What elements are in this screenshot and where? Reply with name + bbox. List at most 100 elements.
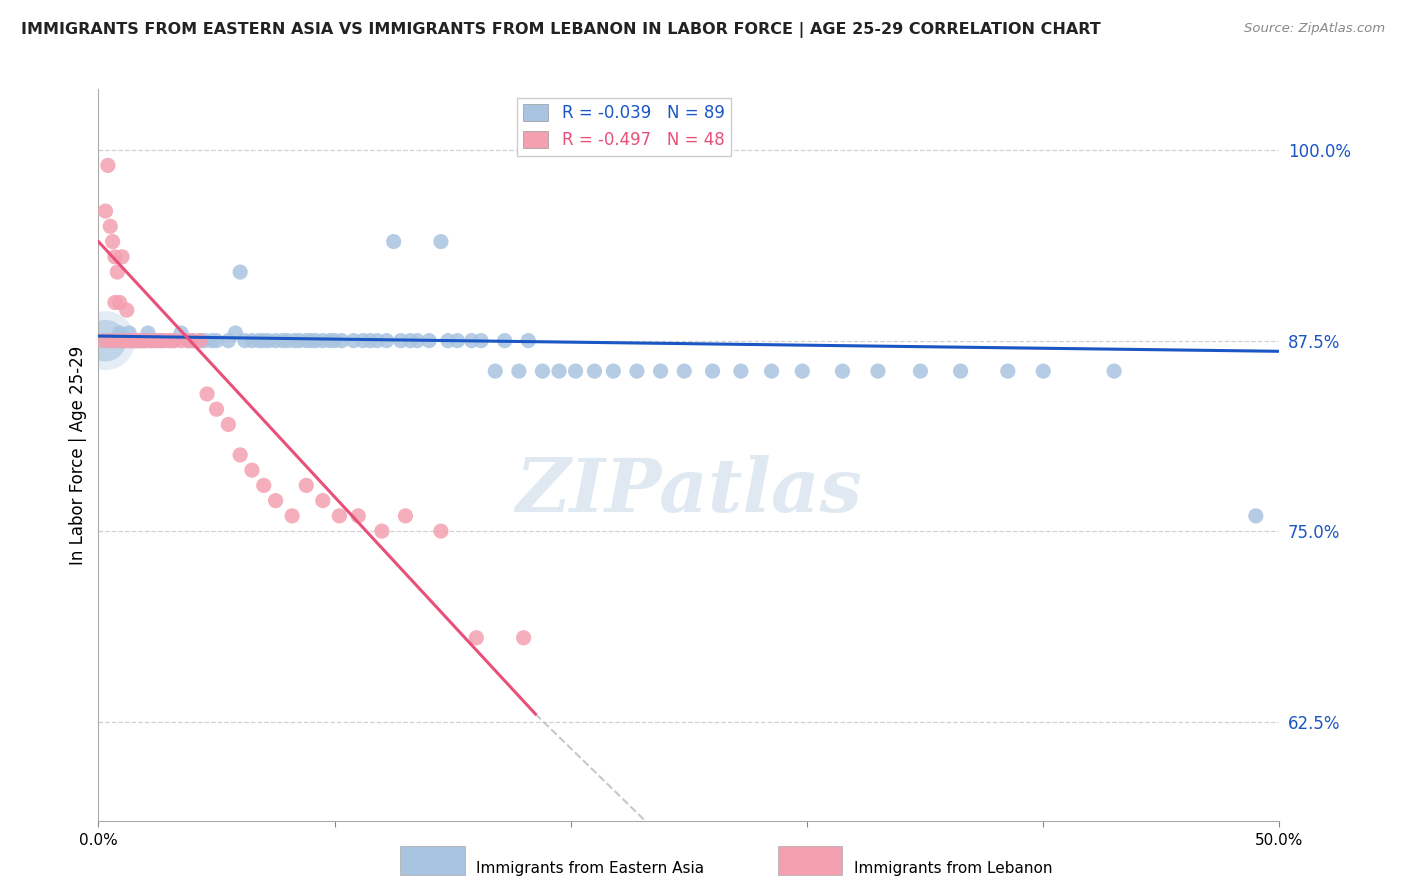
Point bbox=[104, 295, 127, 310]
Point bbox=[121, 334, 143, 348]
Point bbox=[157, 334, 180, 348]
Point bbox=[583, 364, 606, 378]
Point bbox=[512, 631, 534, 645]
Point bbox=[305, 334, 328, 348]
Point bbox=[105, 334, 128, 348]
Point bbox=[112, 334, 135, 348]
Point bbox=[115, 303, 138, 318]
Point bbox=[465, 631, 488, 645]
Point bbox=[129, 334, 152, 348]
Point bbox=[253, 334, 276, 348]
Point bbox=[366, 334, 388, 348]
Point bbox=[312, 493, 335, 508]
Point bbox=[121, 334, 143, 348]
Point bbox=[181, 334, 204, 348]
Point bbox=[105, 265, 128, 279]
Point bbox=[139, 334, 162, 348]
Point bbox=[205, 402, 228, 417]
Point bbox=[240, 334, 263, 348]
Point bbox=[229, 265, 252, 279]
Point bbox=[281, 508, 304, 523]
Point bbox=[132, 334, 155, 348]
Point bbox=[135, 334, 157, 348]
Point bbox=[181, 334, 204, 348]
Point bbox=[233, 334, 256, 348]
Point bbox=[602, 364, 624, 378]
Point bbox=[330, 334, 353, 348]
Point bbox=[257, 334, 280, 348]
Point bbox=[508, 364, 530, 378]
Point bbox=[312, 334, 335, 348]
Point bbox=[205, 334, 228, 348]
Point bbox=[831, 364, 853, 378]
Point bbox=[247, 334, 270, 348]
Point bbox=[170, 326, 193, 340]
Point bbox=[997, 364, 1019, 378]
Legend: R = -0.039   N = 89, R = -0.497   N = 48: R = -0.039 N = 89, R = -0.497 N = 48 bbox=[517, 97, 731, 155]
Point bbox=[548, 364, 571, 378]
Point bbox=[342, 334, 364, 348]
Point bbox=[229, 448, 252, 462]
Point bbox=[517, 334, 540, 348]
Point bbox=[949, 364, 972, 378]
Point bbox=[188, 334, 211, 348]
Point bbox=[347, 508, 370, 523]
Point bbox=[626, 364, 648, 378]
Point bbox=[283, 334, 305, 348]
Point bbox=[1032, 364, 1054, 378]
Point bbox=[531, 364, 554, 378]
Point bbox=[170, 334, 193, 348]
Point bbox=[122, 334, 145, 348]
Point bbox=[188, 334, 211, 348]
Point bbox=[240, 463, 263, 477]
Point bbox=[673, 364, 696, 378]
Point bbox=[111, 334, 134, 348]
Point bbox=[323, 334, 346, 348]
Point bbox=[163, 334, 186, 348]
Point bbox=[406, 334, 429, 348]
Point bbox=[866, 364, 889, 378]
Y-axis label: In Labor Force | Age 25-29: In Labor Force | Age 25-29 bbox=[69, 345, 87, 565]
Point bbox=[437, 334, 460, 348]
Point bbox=[352, 334, 374, 348]
Point bbox=[264, 334, 287, 348]
Point bbox=[111, 334, 134, 348]
FancyBboxPatch shape bbox=[778, 847, 842, 876]
Point bbox=[118, 326, 141, 340]
Point bbox=[253, 478, 276, 492]
Point bbox=[446, 334, 468, 348]
Point bbox=[276, 334, 298, 348]
Point bbox=[910, 364, 932, 378]
Point bbox=[224, 326, 246, 340]
Text: Source: ZipAtlas.com: Source: ZipAtlas.com bbox=[1244, 22, 1385, 36]
Point bbox=[430, 235, 453, 249]
Point bbox=[108, 295, 131, 310]
Point bbox=[115, 334, 138, 348]
Point bbox=[177, 334, 200, 348]
Point bbox=[375, 334, 398, 348]
FancyBboxPatch shape bbox=[399, 847, 464, 876]
Point bbox=[94, 334, 117, 348]
Point bbox=[135, 334, 157, 348]
Point bbox=[125, 334, 148, 348]
Point bbox=[295, 334, 318, 348]
Point bbox=[194, 334, 217, 348]
Point bbox=[359, 334, 381, 348]
Point bbox=[98, 334, 121, 348]
Point bbox=[217, 417, 239, 432]
Point bbox=[418, 334, 440, 348]
Point bbox=[430, 524, 453, 538]
Point bbox=[108, 326, 131, 340]
Point bbox=[97, 158, 120, 172]
Text: 0.0%: 0.0% bbox=[79, 833, 118, 847]
Point bbox=[288, 334, 311, 348]
Point bbox=[136, 326, 159, 340]
Text: 50.0%: 50.0% bbox=[1256, 833, 1303, 847]
Point bbox=[142, 334, 165, 348]
Point bbox=[104, 250, 127, 264]
Point bbox=[149, 334, 172, 348]
Point bbox=[118, 334, 141, 348]
Point bbox=[389, 334, 412, 348]
Point bbox=[299, 334, 322, 348]
Point bbox=[128, 334, 150, 348]
